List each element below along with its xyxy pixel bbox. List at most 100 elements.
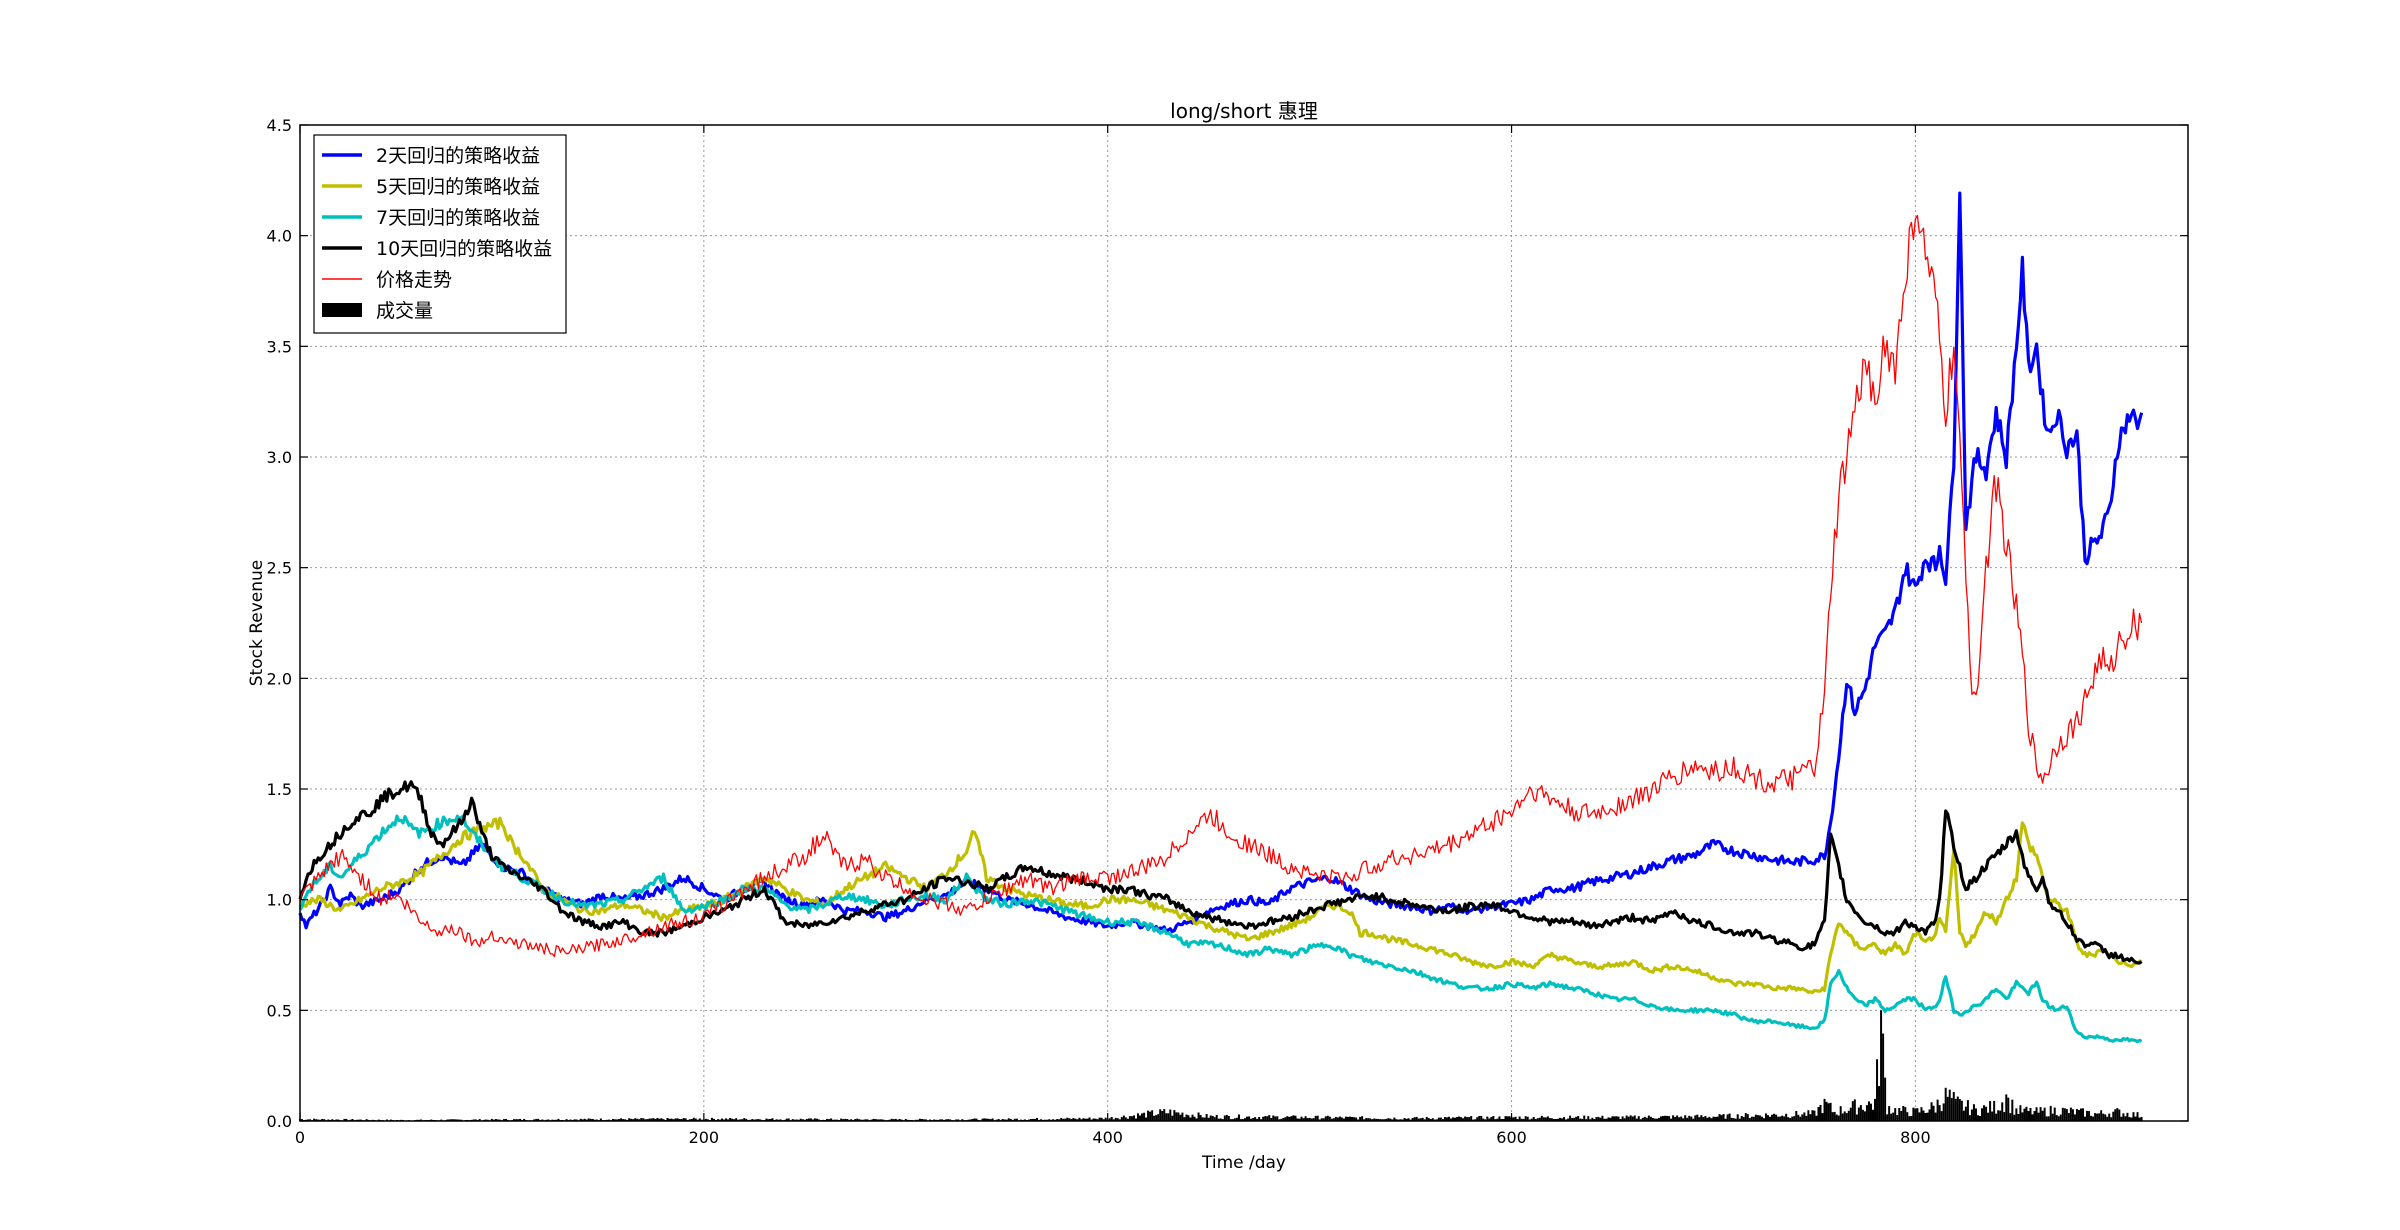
volume-bar: [1328, 1116, 1331, 1121]
volume-bar: [2096, 1113, 2099, 1121]
volume-bar: [1769, 1116, 1772, 1121]
volume-bar: [523, 1118, 526, 1121]
volume-bar: [878, 1119, 881, 1121]
volume-bar: [1338, 1116, 1341, 1121]
volume-bar: [856, 1118, 859, 1121]
volume-bar: [678, 1118, 681, 1121]
volume-bar: [2126, 1112, 2129, 1121]
volume-bar: [1597, 1116, 1600, 1121]
volume-bar: [1466, 1117, 1469, 1121]
volume-bar: [1882, 1033, 1885, 1121]
volume-bar: [1070, 1119, 1073, 1121]
volume-bar: [1357, 1119, 1360, 1121]
volume-bar: [2128, 1117, 2131, 1121]
volume-bar: [1871, 1109, 1874, 1121]
volume-bar: [890, 1118, 893, 1121]
volume-bar: [1518, 1116, 1521, 1121]
volume-bar: [1086, 1118, 1089, 1121]
volume-bar: [1544, 1117, 1547, 1121]
volume-bar: [811, 1119, 814, 1121]
volume-bar: [1522, 1118, 1525, 1121]
volume-bar: [454, 1119, 457, 1121]
volume-bar: [2037, 1112, 2040, 1121]
volume-bar: [658, 1118, 661, 1121]
volume-bar: [971, 1119, 974, 1121]
volume-bar: [799, 1118, 802, 1121]
volume-bar: [2055, 1115, 2058, 1121]
volume-bar: [313, 1118, 316, 1121]
volume-bar: [1419, 1118, 1422, 1121]
volume-bar: [1122, 1115, 1125, 1121]
volume-bar: [1342, 1118, 1345, 1121]
volume-bar: [1108, 1118, 1111, 1121]
volume-bar: [343, 1118, 346, 1121]
volume-bar: [1793, 1116, 1796, 1121]
volume-bar: [535, 1118, 538, 1121]
volume-bar: [2053, 1107, 2056, 1121]
volume-bar: [2092, 1116, 2095, 1121]
volume-bar: [1254, 1117, 1257, 1121]
volume-bar: [1797, 1114, 1800, 1121]
volume-bar: [547, 1119, 550, 1121]
volume-bar: [1274, 1116, 1277, 1121]
volume-bar: [1692, 1118, 1695, 1121]
volume-bar: [955, 1119, 958, 1121]
volume-bar: [1447, 1116, 1450, 1121]
volume-bar: [716, 1119, 719, 1121]
volume-bar: [1334, 1116, 1337, 1121]
volume-bar: [898, 1118, 901, 1121]
volume-bar: [957, 1119, 960, 1121]
volume-bar: [640, 1118, 643, 1121]
volume-bar: [1906, 1112, 1909, 1121]
volume-bar: [813, 1118, 816, 1121]
volume-bar: [1096, 1119, 1099, 1121]
volume-bar: [583, 1118, 586, 1121]
volume-bar: [1924, 1112, 1927, 1121]
volume-bar: [939, 1119, 942, 1121]
volume-bar: [1359, 1116, 1362, 1121]
volume-bar: [920, 1119, 923, 1121]
axis-ticks: 0 200 400 600 800 0.0 0.5 1.0 1.5 2.0 2.5 3.0 3.5 4.0…: [267, 116, 2188, 1147]
volume-bar: [2124, 1116, 2127, 1121]
volume-bar: [1387, 1118, 1390, 1121]
volume-bar: [1617, 1116, 1620, 1121]
volume-bar: [2108, 1113, 2111, 1121]
volume-bar: [1952, 1091, 1955, 1121]
volume-bar: [1726, 1114, 1729, 1121]
volume-bar: [2051, 1113, 2054, 1121]
volume-bar: [706, 1119, 709, 1121]
volume-bar: [1078, 1117, 1081, 1121]
volume-bar: [1623, 1118, 1626, 1121]
volume-bar: [1312, 1118, 1315, 1121]
volume-bar: [2118, 1109, 2121, 1121]
volume-bar: [1189, 1117, 1192, 1121]
volume-bar: [652, 1118, 655, 1121]
volume-bar: [1080, 1119, 1083, 1121]
volume-bar: [1207, 1117, 1210, 1121]
volume-bar: [1900, 1110, 1903, 1121]
volume-bar: [2049, 1105, 2052, 1121]
volume-bar: [983, 1118, 986, 1121]
volume-bar: [1175, 1112, 1178, 1121]
volume-bar: [1316, 1115, 1319, 1121]
volume-bar: [1795, 1110, 1798, 1121]
volume-bar: [1898, 1107, 1901, 1121]
volume-bar: [1922, 1110, 1925, 1121]
volume-bar: [2136, 1112, 2139, 1121]
volume-bar: [1833, 1111, 1836, 1121]
volume-bar: [2084, 1116, 2087, 1121]
volume-bar: [1991, 1111, 1994, 1121]
volume-bar: [1766, 1115, 1769, 1121]
volume-bar: [1314, 1115, 1317, 1121]
volume-bar: [1456, 1117, 1459, 1121]
volume-bar: [1417, 1118, 1420, 1121]
volume-bar: [1569, 1115, 1572, 1121]
volume-bar: [1805, 1115, 1808, 1121]
volume-bar: [1421, 1117, 1424, 1121]
volume-bar: [1205, 1114, 1208, 1121]
volume-bar: [874, 1119, 877, 1121]
volume-bar: [1514, 1116, 1517, 1121]
volume-bar: [975, 1118, 978, 1121]
volume-bar: [1865, 1105, 1868, 1121]
volume-bar: [1217, 1118, 1220, 1121]
